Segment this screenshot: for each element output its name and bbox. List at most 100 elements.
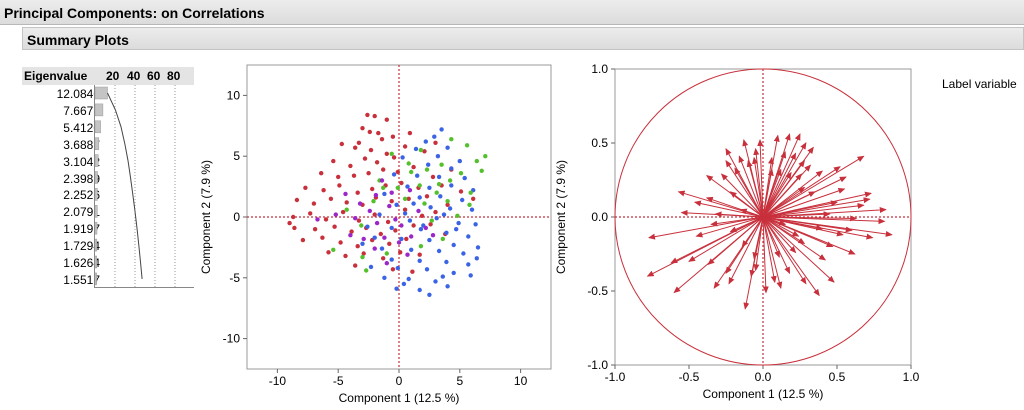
loading-vector [762, 168, 774, 218]
loading-vector [688, 216, 764, 262]
score-point-blue [418, 227, 424, 232]
score-point-blue [417, 258, 422, 263]
score-point-red [339, 141, 344, 147]
score-point-red [349, 229, 354, 234]
score-point-green [395, 185, 400, 190]
score-point-purple [387, 203, 392, 209]
eigenvalue-table-header: Eigenvalue 20 40 60 80 [22, 67, 194, 85]
score-point-blue [435, 154, 441, 159]
score-point-green [359, 223, 364, 228]
score-point-blue [417, 287, 422, 293]
score-point-red [370, 186, 375, 192]
score-point-green [434, 190, 439, 195]
score-point-purple [430, 233, 436, 238]
loading-vector [762, 202, 865, 218]
score-point-green [483, 154, 488, 159]
score-point-red [471, 196, 476, 201]
score-point-purple [407, 188, 413, 193]
loading-vector [734, 167, 764, 218]
score-point-red [384, 151, 389, 156]
score-point-red [417, 252, 422, 257]
loading-vector [729, 191, 764, 218]
score-point-red [430, 174, 436, 180]
eigenvalue-cell: 1.7294 [63, 239, 100, 254]
score-point-purple [361, 236, 366, 242]
unit-circle [614, 68, 912, 366]
score-point-blue [389, 225, 394, 231]
score-point-blue [415, 173, 420, 178]
score-point-red [308, 211, 313, 216]
score-point-green [364, 268, 369, 273]
score-point-red [381, 256, 386, 261]
score-point-red [399, 180, 404, 186]
score-point-blue [466, 234, 471, 239]
scree-bar [94, 188, 98, 201]
score-point-green [418, 147, 424, 153]
score-point-blue [433, 279, 438, 284]
score-point-red [300, 237, 306, 243]
score-point-blue [406, 276, 411, 282]
eigenvalue-cell: 3.6887 [63, 137, 100, 152]
score-point-green [406, 161, 411, 166]
score-point-blue [377, 212, 382, 217]
score-point-blue [379, 246, 385, 251]
score-point-blue [405, 184, 410, 189]
loading-vector [762, 200, 838, 218]
score-point-purple [315, 217, 320, 222]
loading-vector [762, 216, 835, 283]
score-point-red [376, 130, 381, 136]
scree-bar [94, 120, 101, 134]
score-point-red [332, 224, 337, 229]
score-point-blue [427, 237, 432, 243]
score-point-purple [379, 178, 385, 183]
scree-bar [94, 171, 98, 184]
score-plot[interactable]: -10 -5 0 5 10 -10 -5 0 5 10 Component 1 (12.5 %) Co… [195, 60, 565, 410]
score-point-red [348, 163, 353, 169]
score-point-blue [399, 236, 404, 242]
score-point-red [294, 197, 300, 203]
score-point-blue [468, 273, 473, 278]
score-point-green [467, 202, 472, 207]
scree-bar [94, 103, 104, 117]
score-point-blue [445, 145, 450, 150]
label-variable-control[interactable]: Label variable [942, 77, 1017, 91]
y-tick-label: -10 [223, 332, 241, 346]
loading-vector [762, 188, 846, 218]
score-point-purple [399, 223, 404, 228]
outline-header-principal-components[interactable]: Principal Components: on Correlations [0, 0, 1024, 25]
y-tick-label: -5 [229, 271, 240, 285]
loading-vector [728, 216, 764, 285]
loading-vector [762, 171, 792, 218]
score-point-blue [439, 127, 444, 132]
y-axis-title: Component 2 (7.9 %) [199, 160, 213, 274]
score-point-purple [416, 208, 421, 214]
score-point-red [356, 140, 362, 145]
score-point-blue [444, 230, 449, 235]
score-point-blue [394, 286, 399, 291]
score-point-blue [432, 134, 437, 139]
y-tick-label: -1.0 [587, 358, 608, 372]
y-tick-label: 0.5 [591, 136, 608, 150]
x-tick-label: 0 [396, 374, 403, 388]
score-point-red [343, 253, 348, 259]
score-point-red [355, 244, 360, 249]
score-point-blue [473, 222, 478, 227]
loading-plot[interactable]: -1.0 -0.5 0.0 0.5 1.0 1.0 0.5 0.0 -0.5 -1.0 Compon… [550, 60, 920, 410]
score-point-blue [447, 206, 453, 211]
scree-bar [94, 137, 100, 150]
score-point-green [474, 158, 479, 164]
score-point-blue [428, 205, 433, 210]
loading-vector [762, 216, 886, 225]
score-point-blue [389, 257, 394, 262]
x-tick-label: -10 [269, 374, 287, 388]
score-point-green [360, 254, 365, 260]
outline-header-summary-plots[interactable]: Summary Plots [22, 27, 1024, 50]
loading-vector [762, 216, 827, 261]
x-axis-title: Component 1 (12.5 %) [703, 387, 824, 401]
score-point-red [344, 200, 349, 205]
score-point-red [428, 222, 433, 227]
loading-vector [762, 216, 791, 275]
score-point-red [367, 129, 372, 135]
score-point-blue [407, 218, 413, 223]
y-tick-label: 0.0 [591, 210, 608, 224]
